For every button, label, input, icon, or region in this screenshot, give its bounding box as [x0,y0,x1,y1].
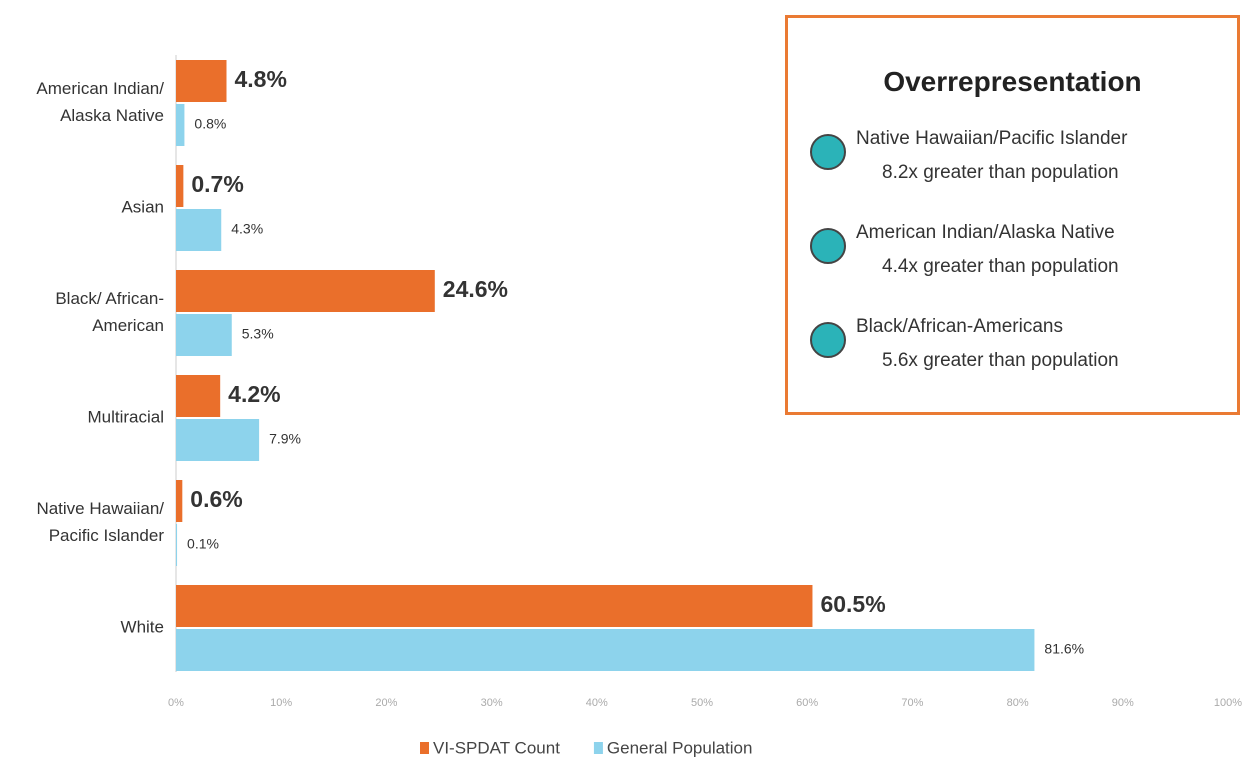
data-label: 7.9% [269,431,301,447]
annotation-group: American Indian/Alaska Native [856,222,1115,243]
bar [176,585,813,627]
annotation-item: Black/African-Americans 5.6x greater than… [810,310,1119,378]
x-tick-label: 50% [691,697,713,709]
annotation-group: Native Hawaiian/Pacific Islander [856,128,1128,149]
bar [176,270,435,312]
annotation-title: Overrepresentation [883,66,1142,97]
data-label: 0.1% [187,536,219,552]
x-tick-label: 0% [168,697,184,709]
annotation-detail: 4.4x greater than population [882,256,1119,277]
annotation-group: Black/African-Americans [856,316,1063,337]
data-label: 81.6% [1044,641,1084,657]
x-tick-label: 30% [481,697,503,709]
annotation-detail: 5.6x greater than population [882,350,1119,371]
annotation-item: Native Hawaiian/Pacific Islander 8.2x gre… [810,122,1127,190]
x-tick-label: 70% [901,697,923,709]
data-label: 4.8% [234,66,286,92]
annotation-box: Overrepresentation Native Hawaiian/Pacif… [785,15,1240,415]
category-label: White [120,617,164,637]
x-tick-label: 10% [270,697,292,709]
legend-label: General Population [607,738,753,757]
annotation-detail: 8.2x greater than population [882,162,1119,183]
legend-label: VI-SPDAT Count [433,738,560,757]
bar [176,314,232,356]
trend-icon [810,134,846,170]
category-label: Black/ African-American [55,289,164,335]
bar [176,104,185,146]
category-label: American Indian/ Alaska Native [36,79,164,125]
trend-icon [810,322,846,358]
legend-swatch [593,742,603,754]
data-label: 4.3% [231,221,263,237]
bar [176,524,178,566]
x-tick-label: 100% [1214,697,1242,709]
data-label: 0.7% [191,171,243,197]
legend-swatch [420,742,429,754]
bar [176,375,221,417]
annotation-item: American Indian/Alaska Native 4.4x greate… [810,216,1119,284]
x-tick-label: 20% [375,697,397,709]
bar [176,480,183,522]
data-label: 4.2% [228,381,280,407]
data-label: 5.3% [242,326,274,342]
trend-icon [810,228,846,264]
bar [176,419,260,461]
data-label: 0.6% [190,486,242,512]
data-label: 0.8% [194,116,226,132]
category-label: Asian [121,197,164,217]
x-tick-label: 90% [1112,697,1134,709]
category-label: Multiracial [87,407,164,427]
bar [176,165,184,207]
bar [176,209,222,251]
x-tick-label: 40% [586,697,608,709]
data-label: 60.5% [820,591,885,617]
x-tick-label: 60% [796,697,818,709]
bar [176,629,1035,671]
category-label: Native Hawaiian/ Pacific Islander [36,499,164,545]
data-label: 24.6% [443,276,508,302]
bar [176,60,227,102]
x-tick-label: 80% [1007,697,1029,709]
